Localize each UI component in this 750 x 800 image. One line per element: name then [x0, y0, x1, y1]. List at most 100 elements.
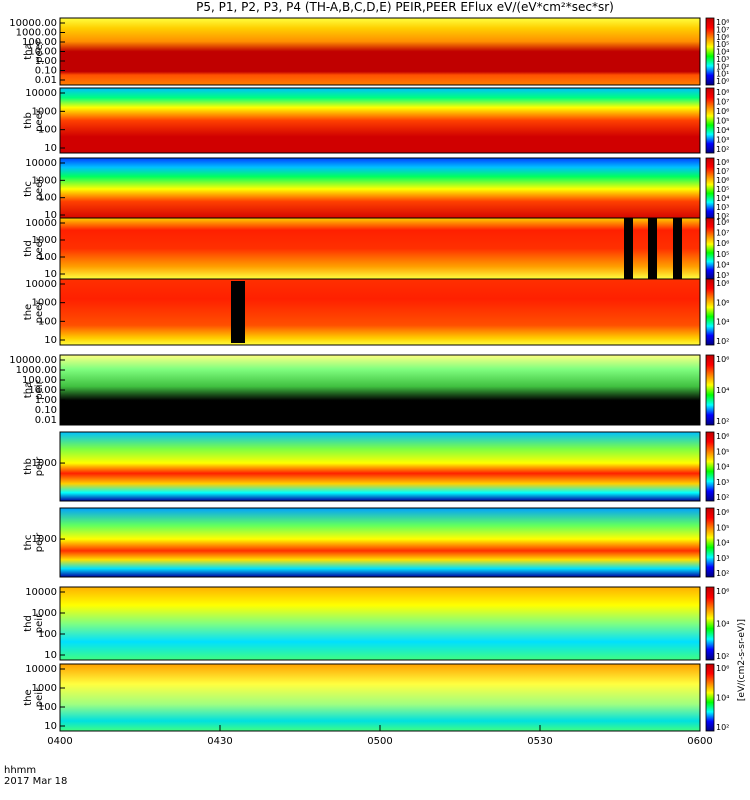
colorbar-tick-label: 10⁶	[716, 176, 729, 185]
colorbar-tick-label: 10⁵	[716, 447, 729, 456]
colorbar-tick-label: 10⁶	[716, 33, 729, 42]
colorbar-tick-label: 10⁴	[716, 694, 729, 703]
y-axis-label-thb-peer: thbpeer	[23, 108, 45, 132]
colorbar-the-peir	[705, 663, 715, 732]
colorbar-tick-label: 10⁴	[716, 260, 729, 269]
y-tick-label: 10	[44, 143, 57, 154]
colorbar-thc-peer	[705, 157, 715, 221]
colorbar-tick-label: 10⁸	[716, 18, 729, 27]
colorbar-tick-label: 10³	[716, 478, 729, 487]
y-axis-label-tha-peer: thapeer	[23, 39, 45, 63]
data-gap-1	[648, 218, 657, 279]
y-axis-label-thd-peir: thdpeir	[23, 613, 45, 633]
colorbar-thb-peir	[705, 431, 715, 502]
data-gap-0	[231, 281, 245, 343]
colorbar-tick-label: 10⁷	[716, 229, 729, 238]
y-tick-label: 1000.00	[16, 28, 57, 39]
colorbar-thb-peer	[705, 87, 715, 154]
panel-frame	[59, 431, 701, 502]
colorbar-tick-label: 10⁴	[716, 318, 729, 327]
y-tick-label: 10	[44, 210, 57, 221]
y-tick-label: 1000	[32, 106, 57, 117]
x-tick-label: 0500	[367, 736, 392, 747]
y-tick-label: 100.00	[22, 37, 57, 48]
colorbar-tick-label: 10⁸	[716, 158, 729, 167]
y-tick-label: 10000	[25, 664, 57, 675]
colorbar-tick-label: 10⁵	[716, 250, 729, 259]
colorbar-tick-label: 10²	[716, 337, 729, 346]
colorbar-tha-peir	[705, 354, 715, 426]
y-tick-label: 10000	[25, 587, 57, 598]
colorbar-label: [eV/(cm2-s-sr-eV)]	[737, 619, 747, 701]
y-tick-label: 100.00	[22, 375, 57, 386]
panel-tha-peir: thapeir 10000.001000.00100.0010.001.000.1…	[9, 354, 729, 426]
colorbar-tick-label: 10⁸	[716, 88, 729, 97]
panel-frame	[59, 507, 701, 578]
colorbar-tick-label: 10³	[716, 55, 729, 64]
colorbar-tick-label: 10³	[716, 554, 729, 563]
colorbar-tick-label: 10³	[716, 271, 729, 280]
y-tick-label: 1000	[32, 235, 57, 246]
y-tick-label: 0.01	[35, 75, 57, 86]
colorbar-tick-label: 10⁶	[716, 107, 729, 116]
y-axis-label-thc-peer: thcpeer	[23, 177, 45, 201]
colorbar-tick-label: 10³	[716, 136, 729, 145]
y-tick-label: 0.10	[35, 405, 57, 416]
colorbar-tick-label: 10²	[716, 652, 729, 661]
y-axis-label-thb-peir: thbpeir	[23, 456, 45, 476]
y-axis-label-thd-peer: thdpeer	[23, 236, 45, 260]
spectrogram-thc-peer	[60, 158, 700, 220]
y-tick-label: 10000	[25, 279, 57, 290]
colorbar-tick-label: 10⁷	[716, 25, 729, 34]
y-tick-label: 1000	[32, 683, 57, 694]
y-tick-label: 10.00	[28, 385, 57, 396]
y-tick-label: 10000.00	[9, 355, 57, 366]
colorbar-tick-label: 10⁵	[716, 40, 729, 49]
colorbar-tick-label: 10⁰	[716, 77, 729, 86]
x-tick-label: 0600	[687, 736, 712, 747]
colorbar-tick-label: 10²	[716, 569, 729, 578]
x-axis-time-label: hhmm	[4, 765, 37, 776]
colorbar-thd-peer	[705, 217, 715, 280]
spectrogram-the-peir	[60, 664, 700, 731]
spectrogram-thb-peer	[60, 88, 700, 153]
panel-thc-peer: thcpeer 10000 1000 100 10 10⁸10⁷10⁶10⁵10⁴10³1…	[23, 157, 729, 221]
y-tick-label: 100	[38, 316, 57, 327]
panel-tha-peer: thapeer 10000.001000.00100.0010.001.000.1…	[9, 17, 729, 86]
colorbar-tick-label: 10⁸	[716, 279, 729, 288]
spectrogram-the-peer	[60, 279, 700, 345]
panel-thb-peer: thbpeer 10000 1000 100 10 10⁸10⁷10⁶10⁵10⁴10³1…	[23, 87, 729, 154]
y-axis-label-the-peer: thepeer	[23, 300, 45, 324]
data-gap-0	[624, 218, 633, 279]
colorbar-tick-label: 10⁵	[716, 117, 729, 126]
y-tick-label: 1000	[32, 298, 57, 309]
y-tick-label: 100	[38, 252, 57, 263]
y-tick-label: 10000.00	[9, 18, 57, 29]
y-tick-label: 10	[44, 721, 57, 732]
y-tick-label: 1000	[32, 458, 57, 469]
y-tick-label: 100	[38, 193, 57, 204]
y-tick-label: 10.00	[28, 47, 57, 58]
colorbar-tick-label: 10⁷	[716, 98, 729, 107]
spectrogram-thd-peir	[60, 587, 700, 660]
spectrogram-tha-peir	[60, 355, 700, 425]
y-tick-label: 10000	[25, 158, 57, 169]
y-tick-label: 1000.00	[16, 365, 57, 376]
y-axis-label-tha-peir: thapeir	[23, 379, 45, 399]
spectrogram-tha-peer	[60, 18, 700, 85]
colorbar-tick-label: 10²	[716, 212, 729, 221]
colorbar-tick-label: 10⁶	[716, 239, 729, 248]
panel-the-peer: thepeer 10000 1000 100 10 10⁸ 10⁶ 10⁴ 10²	[23, 278, 729, 346]
colorbar-tick-label: 10²	[716, 145, 729, 154]
y-tick-label: 100	[38, 629, 57, 640]
y-tick-label: 10	[44, 269, 57, 280]
colorbar-the-peer	[705, 278, 715, 346]
x-tick-label: 0400	[47, 736, 72, 747]
y-tick-label: 1.00	[35, 56, 57, 67]
colorbar-tick-label: 10⁶	[716, 587, 729, 596]
panel-frame	[59, 278, 701, 346]
